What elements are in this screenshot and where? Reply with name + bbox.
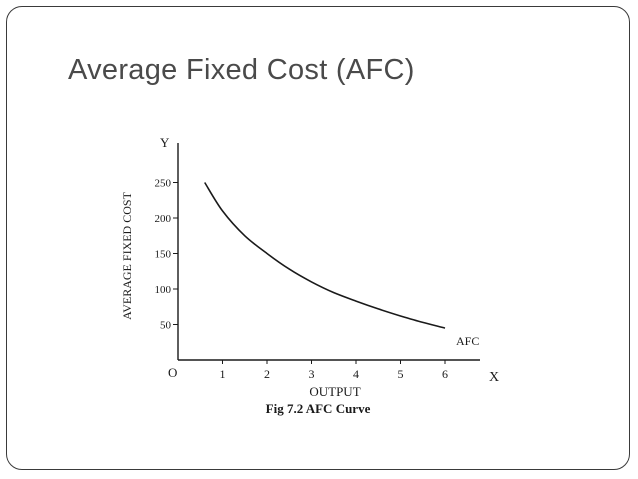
slide-frame (6, 6, 630, 470)
chart-caption: Fig 7.2 AFC Curve (266, 401, 371, 416)
x-tick-label: 1 (220, 367, 226, 381)
x-tick-label: 4 (353, 367, 359, 381)
y-tick-label: 50 (160, 320, 172, 332)
x-tick-label: 2 (264, 367, 270, 381)
x-tick-label: 5 (398, 367, 404, 381)
y-axis-label: AVERAGE FIXED COST (120, 191, 134, 319)
x-axis-label: OUTPUT (309, 384, 360, 399)
y-ticks: 50 100 150 200 250 (155, 178, 178, 332)
y-axis-letter: Y (160, 135, 170, 150)
x-axis-letter: X (489, 370, 499, 385)
y-tick-label: 100 (155, 284, 172, 296)
slide-title: Average Fixed Cost (AFC) (68, 54, 415, 86)
afc-series-label: AFC (456, 334, 479, 348)
y-tick-label: 200 (155, 213, 172, 225)
x-tick-label: 6 (442, 367, 448, 381)
y-tick-label: 250 (155, 178, 172, 190)
x-ticks: 1 2 3 4 5 6 (220, 360, 448, 381)
afc-curve-line (204, 182, 446, 329)
origin-label: O (168, 365, 177, 380)
y-tick-label: 150 (155, 249, 172, 261)
x-tick-label: 3 (309, 367, 315, 381)
